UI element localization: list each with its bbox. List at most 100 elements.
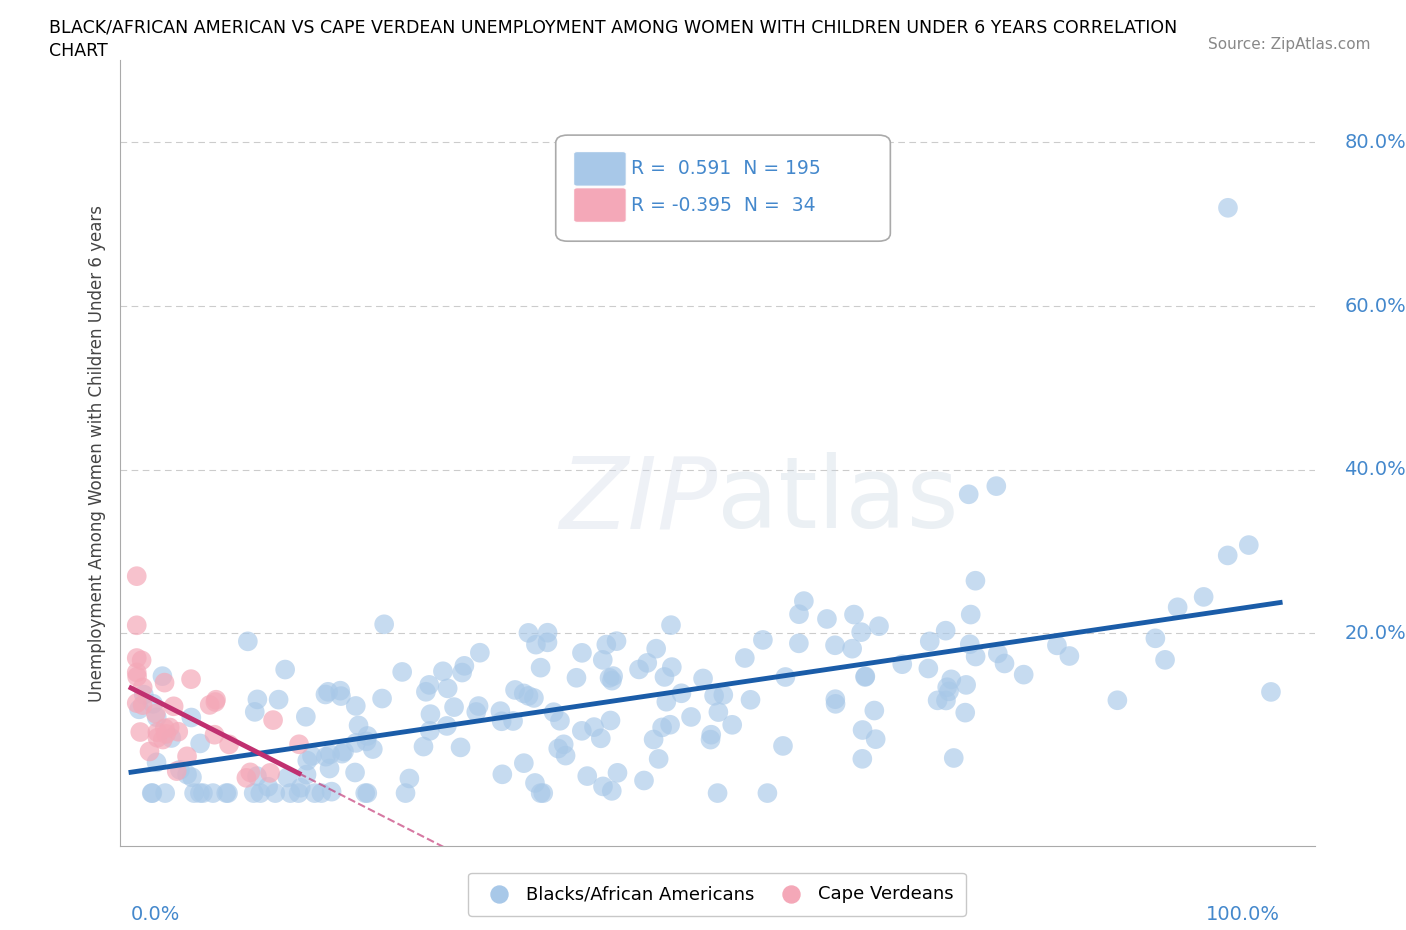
Point	[125, 569, 148, 584]
Point	[891, 657, 914, 671]
Point	[450, 740, 472, 755]
Point	[957, 487, 980, 502]
Point	[257, 779, 280, 794]
Point	[548, 713, 571, 728]
Point	[523, 776, 546, 790]
Point	[415, 684, 437, 699]
Point	[592, 779, 614, 794]
Text: ZIP: ZIP	[558, 452, 717, 549]
Point	[176, 749, 198, 764]
Point	[841, 642, 863, 657]
Point	[412, 739, 434, 754]
Point	[181, 770, 204, 785]
Point	[267, 692, 290, 707]
Point	[959, 637, 981, 652]
Point	[329, 688, 352, 703]
Point	[166, 764, 188, 778]
Point	[163, 698, 186, 713]
Point	[301, 749, 323, 764]
Point	[853, 669, 876, 684]
Point	[851, 751, 873, 766]
Point	[543, 705, 565, 720]
Point	[321, 784, 343, 799]
Point	[842, 607, 865, 622]
Point	[699, 732, 721, 747]
Point	[600, 673, 623, 688]
Point	[706, 786, 728, 801]
Point	[356, 734, 378, 749]
Text: 80.0%: 80.0%	[1344, 133, 1406, 152]
Point	[734, 651, 756, 666]
Point	[419, 724, 441, 738]
Point	[125, 665, 148, 680]
Point	[959, 607, 981, 622]
Point	[824, 692, 846, 707]
Point	[127, 670, 149, 684]
Point	[344, 765, 367, 780]
Point	[772, 738, 794, 753]
Point	[314, 687, 336, 702]
Point	[865, 732, 887, 747]
Point	[643, 732, 665, 747]
Point	[645, 642, 668, 657]
Point	[529, 660, 551, 675]
Point	[491, 714, 513, 729]
Point	[217, 786, 239, 801]
Text: 60.0%: 60.0%	[1344, 297, 1406, 315]
Point	[259, 765, 281, 780]
Point	[205, 692, 228, 707]
Point	[153, 721, 176, 736]
Point	[274, 662, 297, 677]
Point	[576, 769, 599, 784]
Text: atlas: atlas	[717, 452, 959, 549]
Point	[987, 646, 1010, 661]
Text: 100.0%: 100.0%	[1206, 905, 1279, 924]
FancyBboxPatch shape	[555, 135, 890, 241]
Point	[633, 773, 655, 788]
Point	[356, 728, 378, 743]
Point	[246, 692, 269, 707]
Point	[752, 632, 775, 647]
Point	[707, 705, 730, 720]
Point	[775, 670, 797, 684]
Point	[145, 706, 167, 721]
Point	[793, 593, 815, 608]
Point	[1059, 648, 1081, 663]
Point	[849, 625, 872, 640]
FancyBboxPatch shape	[574, 188, 626, 222]
Point	[1216, 200, 1239, 215]
Point	[1216, 548, 1239, 563]
Point	[398, 771, 420, 786]
Point	[927, 693, 949, 708]
Point	[329, 684, 352, 698]
Point	[159, 720, 181, 735]
Point	[582, 720, 605, 735]
Point	[180, 671, 202, 686]
Point	[297, 753, 319, 768]
Point	[152, 669, 174, 684]
Point	[316, 684, 339, 699]
Point	[628, 662, 651, 677]
Point	[354, 786, 377, 801]
Point	[333, 744, 356, 759]
Point	[965, 573, 987, 588]
Point	[853, 670, 876, 684]
Point	[432, 664, 454, 679]
Point	[319, 747, 342, 762]
Point	[131, 653, 153, 668]
Point	[344, 698, 367, 713]
Text: 20.0%: 20.0%	[1344, 624, 1406, 643]
Point	[243, 704, 266, 719]
Point	[602, 669, 624, 684]
Point	[651, 720, 673, 735]
Point	[756, 786, 779, 801]
Point	[523, 690, 546, 705]
Point	[125, 696, 148, 711]
Point	[647, 751, 669, 766]
Point	[468, 645, 491, 660]
Point	[565, 671, 588, 685]
Text: R =  0.591  N = 195: R = 0.591 N = 195	[631, 159, 821, 179]
Point	[145, 710, 167, 724]
Point	[1046, 638, 1069, 653]
Point	[571, 645, 593, 660]
